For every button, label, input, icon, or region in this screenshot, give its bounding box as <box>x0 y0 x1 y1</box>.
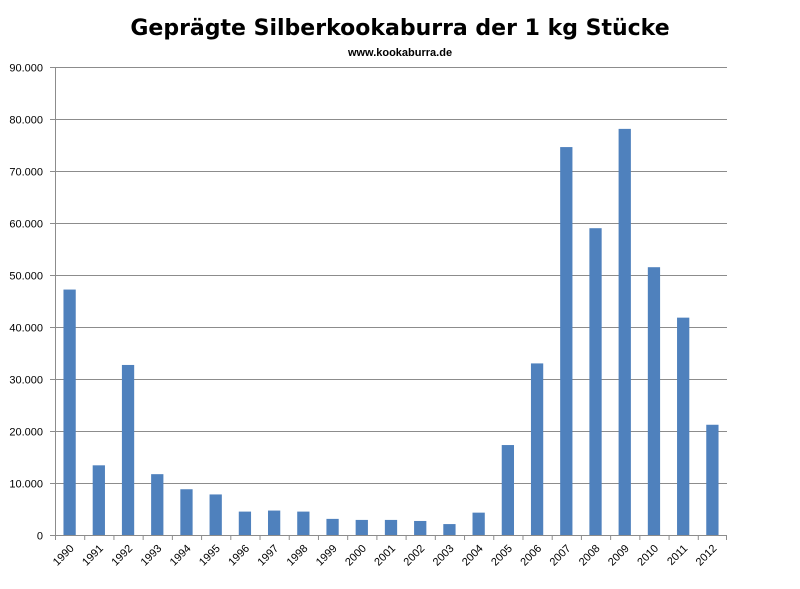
y-tick-label: 30.000 <box>9 375 43 387</box>
y-tick-label: 50.000 <box>9 271 43 283</box>
x-tick-label: 2001 <box>372 543 398 569</box>
x-tick-label: 2004 <box>460 543 486 569</box>
bar-1997 <box>267 510 281 535</box>
x-tick-label: 2008 <box>577 543 603 569</box>
gridlines <box>50 67 727 540</box>
x-tick-label: 2009 <box>606 543 632 569</box>
x-tick-label: 2000 <box>343 543 369 569</box>
bar-2001 <box>384 519 398 535</box>
x-tick-label: 1995 <box>197 543 223 569</box>
x-tick-label: 2012 <box>694 543 720 569</box>
y-tick-label: 60.000 <box>9 219 43 231</box>
x-tick-label: 1997 <box>255 543 281 569</box>
bar-2005 <box>501 445 515 535</box>
y-tick-label: 70.000 <box>9 167 43 179</box>
bar-2002 <box>414 520 427 535</box>
x-tick-label: 2003 <box>431 543 457 569</box>
chart-subtitle: www.kookaburra.de <box>347 47 452 59</box>
x-tick-label: 1999 <box>314 543 340 569</box>
bar-2000 <box>355 519 368 535</box>
bar-2010 <box>647 267 661 535</box>
y-tick-label: 40.000 <box>9 323 43 335</box>
y-tick-label: 0 <box>37 531 43 543</box>
x-tick-label: 1996 <box>226 543 252 569</box>
x-tick-label: 1994 <box>168 543 194 569</box>
x-tick-label: 1992 <box>109 543 135 569</box>
x-tick-label: 2010 <box>635 543 661 569</box>
bar-1996 <box>238 511 252 535</box>
x-tick-label: 1998 <box>285 543 311 569</box>
bar-1999 <box>326 518 339 535</box>
bar-1990 <box>63 289 76 535</box>
y-tick-label: 80.000 <box>9 115 43 127</box>
bars <box>63 128 719 535</box>
x-tick-label: 1993 <box>139 543 165 569</box>
bar-1992 <box>121 364 135 535</box>
x-tick-label: 2011 <box>665 543 690 568</box>
bar-2006 <box>530 363 544 535</box>
y-tick-label: 20.000 <box>9 427 43 439</box>
x-tick-label: 2006 <box>518 543 544 569</box>
bar-1991 <box>92 465 105 535</box>
bar-2012 <box>706 424 719 535</box>
bar-2004 <box>472 512 485 535</box>
chart-title: Geprägte Silberkookaburra der 1 kg Stück… <box>130 16 669 41</box>
bar-2009 <box>618 128 631 535</box>
y-tick-label: 90.000 <box>9 63 43 75</box>
x-tick-label: 1991 <box>80 543 106 569</box>
bar-1995 <box>209 494 222 535</box>
bar-2003 <box>443 524 456 535</box>
bar-2007 <box>560 147 573 535</box>
y-axis-ticks: 0 10.000 20.000 30.000 40.000 50.000 60.000 70.… <box>9 63 43 543</box>
x-tick-label: 2005 <box>489 543 515 569</box>
bar-1993 <box>151 474 164 535</box>
bar-2011 <box>677 317 690 535</box>
bar-2008 <box>589 228 602 535</box>
bar-1998 <box>297 511 310 535</box>
x-tick-label: 2007 <box>548 543 574 569</box>
y-tick-label: 10.000 <box>9 479 43 491</box>
x-tick-label: 2002 <box>402 543 428 569</box>
x-axis-ticks: 1990 1991 1992 1993 1994 1995 1996 1997 1998 1999… <box>51 543 720 569</box>
bar-1994 <box>180 489 193 535</box>
x-tick-label: 1990 <box>51 543 77 569</box>
